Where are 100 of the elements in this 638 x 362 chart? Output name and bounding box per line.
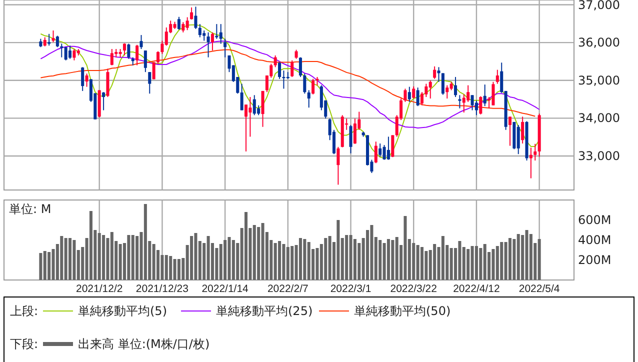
bar: [353, 239, 356, 280]
x-tick-label: 2022/4/12: [453, 283, 500, 295]
legend-label: 単純移動平均(25): [216, 304, 313, 318]
candlestick: [466, 84, 470, 102]
candlestick: [441, 72, 444, 96]
candlestick: [198, 24, 202, 38]
candlestick: [52, 30, 55, 43]
bar: [298, 238, 302, 280]
bar: [48, 252, 51, 280]
candlestick: [72, 48, 76, 61]
bar: [190, 236, 194, 280]
bar: [500, 242, 504, 280]
bar: [504, 242, 508, 280]
legend-title: 下段:: [10, 337, 38, 351]
candlestick: [349, 124, 352, 154]
line-series: [40, 49, 536, 117]
candlestick: [278, 62, 282, 80]
candlestick: [312, 78, 315, 95]
bar: [525, 230, 528, 280]
candlestick: [408, 86, 411, 102]
candlestick: [336, 146, 340, 186]
candlestick: [378, 143, 382, 158]
bar: [274, 243, 277, 280]
candlestick: [386, 136, 390, 160]
y-tick-label: 600M: [578, 213, 612, 227]
bar: [328, 236, 332, 280]
bar: [496, 246, 499, 280]
bar: [110, 232, 114, 280]
bar: [370, 225, 374, 280]
candlestick: [148, 72, 152, 94]
bar: [68, 238, 72, 280]
bar: [98, 233, 101, 280]
candlestick: [446, 84, 449, 100]
candlestick: [68, 45, 72, 60]
bar: [303, 239, 306, 280]
bar: [345, 235, 348, 280]
candlestick: [248, 96, 252, 138]
bar: [136, 236, 139, 280]
candlestick: [56, 35, 59, 48]
bar: [441, 236, 444, 280]
bar: [386, 239, 390, 280]
candlestick: [416, 87, 420, 107]
x-tick-label: 2022/3/1: [330, 283, 372, 295]
candlestick: [404, 88, 407, 102]
x-tick-label: 2021/12/23: [136, 283, 189, 295]
candlestick: [307, 90, 310, 108]
candlestick: [374, 141, 378, 164]
candlestick: [85, 73, 88, 88]
candlestick: [290, 60, 294, 78]
candlestick: [261, 90, 264, 128]
bar: [412, 243, 416, 280]
bar: [470, 246, 474, 280]
candlestick: [186, 16, 189, 31]
bar: [39, 253, 42, 280]
bar: [89, 211, 92, 280]
bar: [474, 246, 478, 280]
candlestick: [156, 50, 160, 64]
candlestick: [127, 43, 130, 60]
bar: [382, 243, 386, 280]
candlestick: [219, 24, 222, 44]
candlestick: [479, 96, 482, 115]
bar: [244, 212, 248, 280]
y-tick-label: 35,000: [578, 73, 620, 88]
candlestick: [210, 32, 214, 52]
candlestick: [483, 84, 486, 107]
bar: [72, 240, 76, 280]
candlestick: [391, 134, 394, 158]
x-tick-label: 2022/1/14: [202, 283, 249, 295]
candlestick: [508, 116, 512, 146]
candlestick: [122, 42, 126, 56]
candlestick: [190, 6, 194, 20]
annotation: 単位: M: [9, 202, 52, 216]
bar: [424, 251, 428, 280]
bar: [282, 244, 286, 280]
candlestick: [182, 22, 185, 33]
candlestick: [64, 46, 68, 61]
candlestick: [458, 94, 462, 109]
candlestick: [382, 144, 386, 160]
bar: [336, 220, 340, 280]
candlestick: [202, 30, 206, 42]
candlestick: [428, 80, 432, 100]
candlestick: [215, 24, 218, 40]
bar: [278, 241, 282, 280]
bar: [307, 242, 310, 280]
candlestick: [433, 66, 436, 80]
legend-label: 単純移動平均(5): [78, 304, 167, 318]
candlestick: [294, 49, 298, 60]
legend-label: 単純移動平均(50): [354, 304, 451, 318]
y-tick-label: 36,000: [578, 36, 620, 50]
bar: [219, 244, 222, 280]
candlestick: [492, 81, 495, 106]
y-tick-label: 200M: [578, 253, 612, 267]
x-tick-label: 2021/12/2: [76, 283, 123, 295]
bar: [378, 240, 382, 280]
bar: [261, 223, 264, 280]
bar: [144, 204, 147, 280]
bar: [286, 247, 290, 280]
bar: [224, 240, 227, 280]
candlestick: [177, 16, 180, 30]
candlestick: [102, 92, 106, 111]
